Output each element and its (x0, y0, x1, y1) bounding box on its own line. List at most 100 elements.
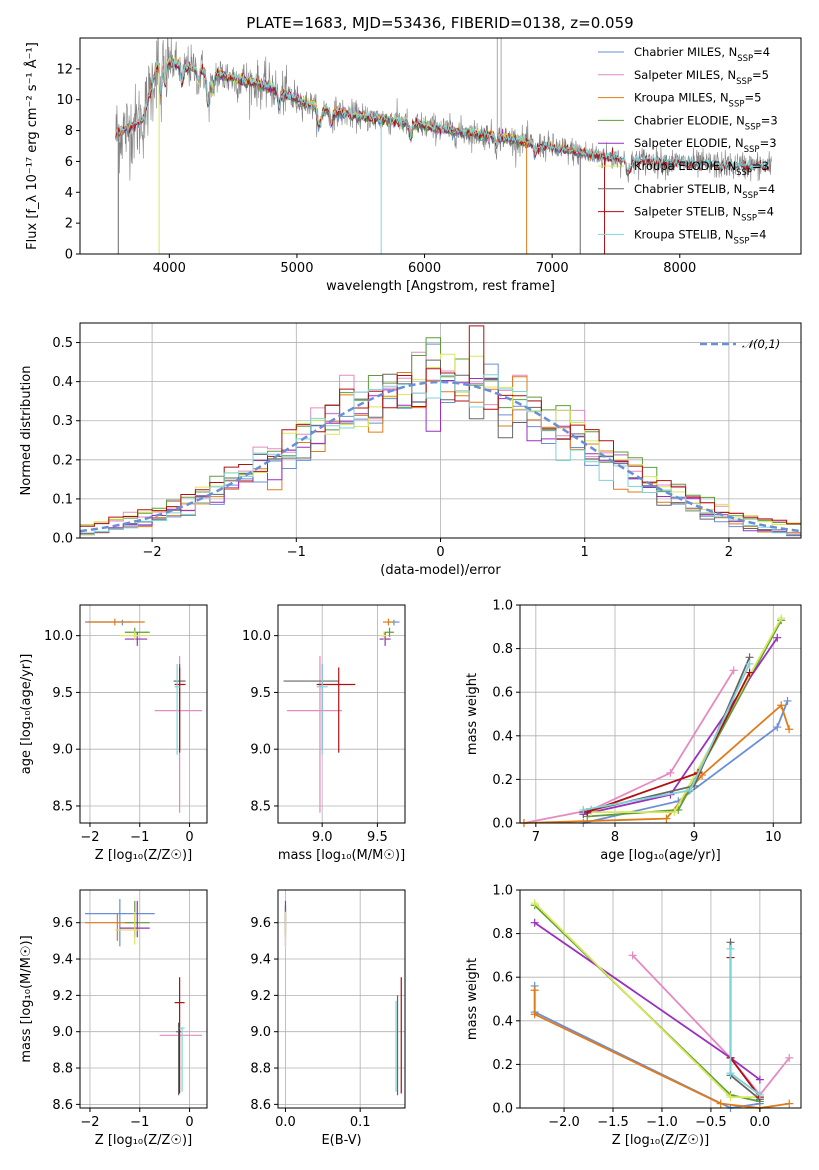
legend-suffix: =4 (749, 227, 766, 241)
x-axis-label: wavelength [Angstrom, rest frame] (326, 279, 555, 294)
legend-suffix: =3 (761, 113, 778, 127)
data-point (666, 768, 675, 777)
x-tick-label: −1 (130, 830, 149, 845)
legend-subscript: SSP (734, 236, 750, 246)
legend-suffix: =5 (752, 68, 769, 82)
y-axis-label: Normed distribution (19, 366, 34, 496)
series-line (591, 617, 782, 813)
legend-label: Chabrier STELIB, NSSP=4 (634, 182, 775, 201)
x-tick-label: −1 (287, 545, 306, 560)
histogram-salpeter-stelib (80, 325, 801, 527)
x-tick-label: 7 (532, 830, 540, 845)
y-tick-label: 9.4 (250, 953, 271, 968)
legend-label: Salpeter MILES, NSSP=5 (634, 68, 769, 87)
x-axis-label: mass [log₁₀(M/M☉)] (278, 848, 405, 863)
y-tick-label: 0.0 (52, 532, 73, 547)
y-axis-label: age [log₁₀(age/yr)] (19, 654, 34, 775)
legend-suffix: =3 (760, 136, 777, 150)
data-point (726, 1069, 735, 1078)
series-kroupa-stelib (726, 944, 764, 1099)
y-tick-label: 0.6 (492, 686, 513, 701)
axes-frame (519, 604, 802, 824)
legend-suffix: =4 (753, 45, 770, 59)
figure-title: PLATE=1683, MJD=53436, FIBERID=0138, z=0… (246, 14, 633, 32)
y-tick-label: 8.5 (250, 799, 271, 814)
x-tick-label: −1 (130, 1115, 149, 1130)
axes-frame (79, 604, 208, 824)
legend-suffix: =3 (752, 159, 769, 173)
x-tick-label: 0.0 (750, 1115, 771, 1130)
axes-frame (277, 604, 406, 824)
legend-suffix: =4 (758, 182, 775, 196)
errorbar-point (286, 656, 343, 813)
x-tick-label: 9 (690, 830, 698, 845)
weight-vs-age-panel: 7 8 9 10 0.0 0.2 0.4 0.6 0.8 1.0 age [log₁₀(age/yr… (465, 599, 802, 863)
data-point (785, 1099, 794, 1108)
x-tick-label: 1 (581, 545, 589, 560)
data-point (686, 786, 695, 795)
errorbar-point (87, 618, 145, 626)
y-axis-label: mass weight (465, 958, 480, 1040)
series-kroupa-elodie (587, 614, 786, 817)
observed-spectrum (115, 38, 772, 183)
x-axis-label: Z [log₁₀(Z/Z☉)] (95, 848, 192, 863)
y-tick-label: 8.8 (250, 1062, 271, 1077)
y-tick-label: 0.4 (492, 1014, 513, 1029)
series-kroupa-miles (519, 701, 794, 827)
series-line (729, 948, 761, 1096)
y-tick-label: 9.0 (250, 743, 271, 758)
errorbar-point (176, 1022, 182, 1096)
x-tick-label: −2 (80, 830, 99, 845)
errorbar-point (382, 618, 394, 626)
errorbar-point (379, 632, 391, 646)
data-point (726, 1093, 735, 1102)
legend-subscript: SSP (729, 100, 745, 110)
mass-vs-z-panel: −2 −1 0 8.6 8.8 9.0 9.2 9.4 9.6 Z [log₁₀(Z/Z☉)] ma… (19, 889, 208, 1148)
y-tick-label: 1.0 (492, 884, 513, 899)
data-point (662, 814, 671, 823)
residuals-panel: −2 −1 0 1 2 0.0 0.1 0.2 0.3 0.4 0.5 (data-model)/er… (19, 322, 802, 578)
data-point (773, 633, 782, 642)
y-tick-label: 9.0 (52, 743, 73, 758)
series-line (587, 619, 782, 818)
x-tick-label: 8000 (663, 261, 696, 276)
y-tick-label: 8.5 (52, 799, 73, 814)
legend-subscript: SSP (744, 145, 760, 155)
errorbar-point (119, 631, 150, 641)
errorbar-point (316, 667, 356, 753)
y-tick-label: 0 (65, 248, 73, 263)
x-tick-label: 10 (765, 830, 782, 845)
y-tick-label: 0.4 (492, 729, 513, 744)
errorbar-point (174, 977, 185, 1094)
y-tick-label: 0.1 (52, 492, 73, 507)
y-tick-label: 8.6 (250, 1098, 271, 1113)
errorbar-point (316, 664, 328, 755)
x-tick-label: 8 (611, 830, 619, 845)
x-tick-label: −0.5 (695, 1115, 727, 1130)
data-point (716, 1099, 725, 1108)
data-point (773, 723, 782, 732)
x-tick-label: 9.0 (312, 830, 333, 845)
y-tick-label: 9.2 (52, 989, 73, 1004)
x-tick-label: 4000 (153, 261, 186, 276)
x-tick-label: −1.5 (597, 1115, 629, 1130)
series-chabrier-elodie (583, 616, 786, 821)
legend-suffix: =4 (757, 205, 774, 219)
x-tick-label: 5000 (280, 261, 313, 276)
y-tick-label: 1.0 (492, 599, 513, 614)
y-tick-label: 8.8 (52, 1062, 73, 1077)
data-point (530, 1010, 539, 1019)
x-axis-label: Z [log₁₀(Z/Z☉)] (612, 1133, 709, 1148)
series-salpeter-miles (519, 666, 738, 827)
data-point (745, 668, 754, 677)
y-tick-label: 0.8 (492, 642, 513, 657)
y-tick-label: 9.6 (250, 916, 271, 931)
legend-label: Salpeter STELIB, NSSP=4 (634, 205, 774, 224)
data-point (628, 951, 637, 960)
y-tick-label: 0.2 (492, 773, 513, 788)
legend-subscript: SSP (737, 54, 753, 64)
x-tick-label: −1.0 (646, 1115, 678, 1130)
data-point (755, 1090, 764, 1099)
series-line (534, 904, 761, 1103)
axes-frame (519, 889, 802, 1109)
